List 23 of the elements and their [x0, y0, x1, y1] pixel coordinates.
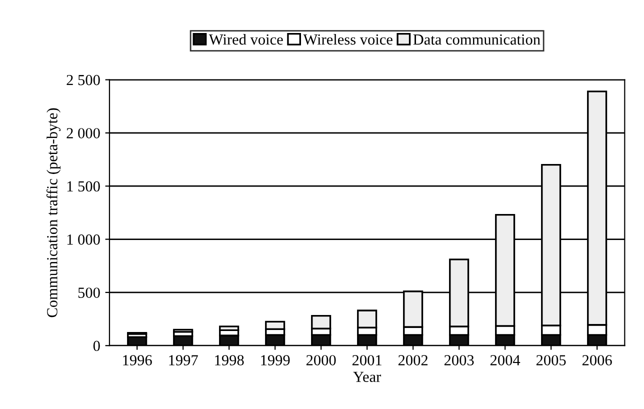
x-tick-label: 1997: [169, 355, 198, 366]
x-tick-label: 1996: [123, 355, 152, 366]
x-tick-label: 2006: [582, 355, 612, 366]
y-tick-label: 2 500: [66, 74, 100, 86]
legend-label: Data communication: [413, 34, 540, 45]
bar: [173, 328, 194, 333]
x-tick-label: 2002: [398, 355, 428, 366]
y-tick-label: 1 500: [67, 181, 100, 192]
x-tick-label: 1998: [215, 355, 244, 366]
y-tick-label: 2 000: [66, 128, 100, 138]
x-tick-label: 1999: [261, 355, 290, 366]
x-tick-label: 2004: [490, 355, 520, 366]
x-tick-label: 2001: [352, 355, 382, 366]
x-tick-label: 2005: [536, 355, 566, 366]
y-tick-label: 500: [78, 288, 100, 298]
y-axis-title: Communication traffic (peta-byte): [46, 108, 61, 318]
x-tick-label: 2000: [306, 355, 336, 366]
y-tick-label: 1 000: [67, 234, 100, 245]
legend-label: Wireless voice: [303, 34, 392, 45]
legend-label: Wired voice: [208, 34, 283, 45]
x-axis-title: Year: [353, 372, 382, 382]
x-tick-label: 2003: [444, 355, 474, 366]
y-tick-label: 0: [93, 340, 100, 352]
